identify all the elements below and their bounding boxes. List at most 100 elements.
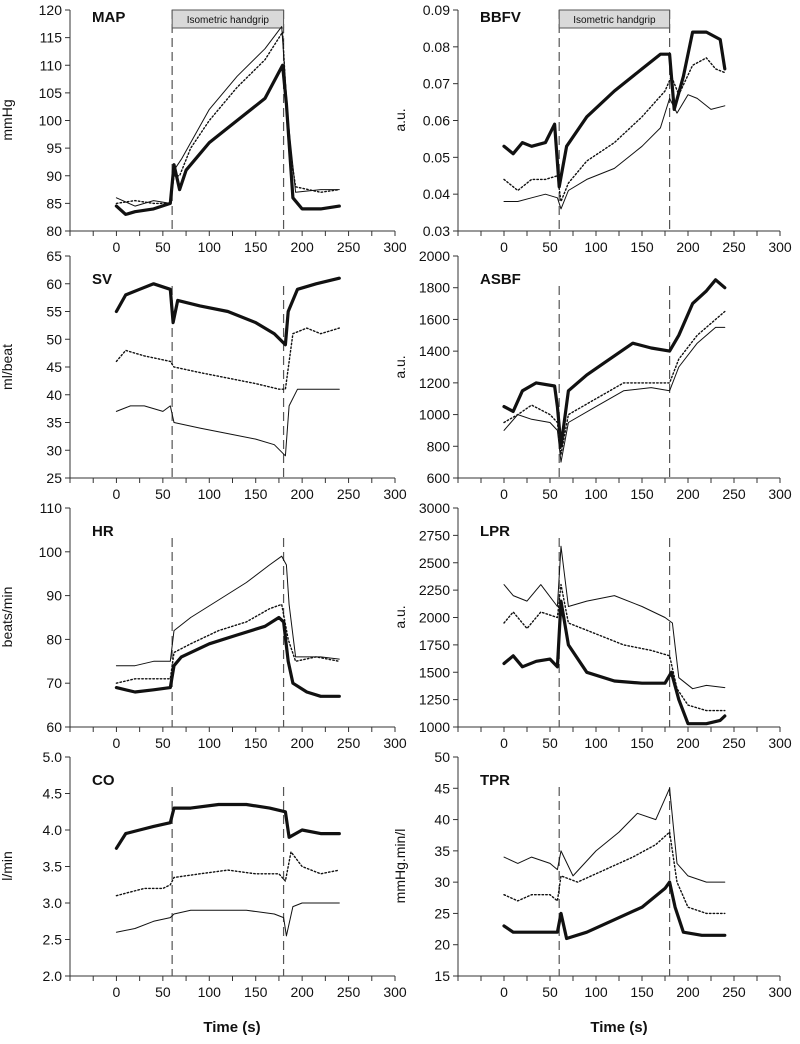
x-tick-label: 150 — [630, 984, 654, 1000]
y-tick-label: 0.05 — [423, 149, 450, 165]
y-axis-label: ml/beat — [0, 344, 15, 390]
y-tick-label: 40 — [46, 387, 62, 403]
panel-title: MAP — [92, 9, 125, 26]
x-tick-label: 250 — [337, 735, 361, 751]
y-tick-label: 2000 — [419, 248, 450, 264]
panel-title: CO — [92, 772, 115, 789]
series-line-dotted — [503, 583, 726, 712]
x-tick-label: 100 — [198, 735, 222, 751]
y-tick-label: 3.5 — [43, 859, 63, 875]
y-tick-label: 60 — [46, 276, 62, 292]
y-tick-label: 40 — [434, 812, 450, 828]
series-line-thin — [115, 388, 340, 457]
series-line-thin — [503, 94, 726, 210]
x-tick-label: 250 — [337, 984, 361, 1000]
x-tick-label: 50 — [155, 486, 171, 502]
y-tick-label: 0.04 — [423, 186, 450, 202]
x-tick-label: 150 — [244, 735, 268, 751]
x-tick-label: 0 — [500, 486, 508, 502]
y-tick-label: 120 — [39, 2, 63, 18]
y-tick-label: 1600 — [419, 311, 450, 327]
y-tick-label: 4.0 — [43, 822, 63, 838]
y-tick-label: 0.03 — [423, 223, 450, 239]
x-tick-label: 0 — [500, 735, 508, 751]
panel-tpr: 15 20 25 30 35 40 45 50 0 50 100 150 200 250 300 mmHg.m… — [392, 749, 792, 1000]
series-line-thin — [503, 787, 726, 883]
series-line-dotted — [115, 851, 340, 897]
series-line-thick — [114, 276, 341, 347]
y-tick-label: 65 — [46, 248, 62, 264]
y-tick-label: 1400 — [419, 343, 450, 359]
y-tick-label: 90 — [46, 588, 62, 604]
y-axis-label: a.u. — [392, 605, 408, 628]
y-axis-label: beats/min — [0, 587, 15, 648]
x-tick-label: 150 — [630, 239, 654, 255]
series-line-thick — [502, 599, 727, 726]
x-tick-label: 300 — [383, 984, 407, 1000]
y-tick-label: 35 — [46, 415, 62, 431]
y-tick-label: 95 — [46, 140, 62, 156]
y-tick-label: 3.0 — [43, 895, 63, 911]
y-tick-label: 85 — [46, 195, 62, 211]
y-tick-label: 1000 — [419, 407, 450, 423]
x-tick-label: 150 — [630, 486, 654, 502]
series-line-dotted — [115, 31, 340, 205]
x-tick-label: 250 — [337, 486, 361, 502]
x-tick-label: 100 — [584, 984, 608, 1000]
x-tick-label: 0 — [113, 735, 121, 751]
series-line-thick — [502, 278, 727, 448]
y-tick-label: 100 — [39, 113, 63, 129]
x-tick-label: 50 — [155, 239, 171, 255]
y-axis-label: l/min — [0, 851, 15, 881]
x-tick-label: 100 — [584, 239, 608, 255]
x-tick-label: 200 — [676, 735, 700, 751]
panel-sv: 25 30 35 40 45 50 55 60 65 0 50 100 150 200 250 300 ml/b… — [0, 248, 407, 502]
x-tick-label: 50 — [542, 735, 558, 751]
x-tick-label: 100 — [584, 735, 608, 751]
series-line-dotted — [115, 327, 340, 390]
y-tick-label: 105 — [39, 85, 63, 101]
y-axis-label: a.u. — [392, 355, 408, 378]
panel-hr: 60 70 80 90 100 110 0 50 100 150 200 250 300 beats/mi… — [0, 500, 407, 751]
panel-co: 2.0 2.5 3.0 3.5 4.0 4.5 5.0 0 50 100 150 200 250 300 l… — [0, 749, 407, 1000]
panel-title: TPR — [480, 772, 510, 789]
x-tick-label: 200 — [290, 984, 314, 1000]
x-tick-label: 100 — [198, 486, 222, 502]
series-line-dotted — [503, 57, 726, 203]
y-tick-label: 25 — [434, 905, 450, 921]
y-tick-label: 2750 — [419, 527, 450, 543]
x-tick-label: 200 — [290, 239, 314, 255]
y-tick-label: 80 — [46, 631, 62, 647]
y-tick-label: 600 — [427, 470, 451, 486]
x-tick-label: 300 — [768, 239, 792, 255]
y-tick-label: 2250 — [419, 582, 450, 598]
x-tick-label: 50 — [542, 984, 558, 1000]
x-tick-label: 0 — [113, 239, 121, 255]
x-tick-label: 100 — [198, 239, 222, 255]
x-tick-label: 50 — [155, 735, 171, 751]
y-tick-label: 1250 — [419, 692, 450, 708]
y-tick-label: 1800 — [419, 280, 450, 296]
series-line-thick — [114, 802, 341, 850]
y-tick-label: 35 — [434, 843, 450, 859]
x-tick-label: 200 — [676, 984, 700, 1000]
y-tick-label: 30 — [46, 442, 62, 458]
annotation-box — [558, 9, 671, 29]
y-tick-label: 60 — [46, 719, 62, 735]
panel-title: LPR — [480, 523, 510, 540]
x-tick-label: 0 — [113, 486, 121, 502]
annotation-label: Isometric handgrip — [573, 15, 656, 26]
annotation-label: Isometric handgrip — [187, 15, 270, 26]
panel-title: HR — [92, 523, 114, 540]
y-axis-label: a.u. — [392, 108, 408, 131]
x-tick-label: 200 — [676, 239, 700, 255]
x-tick-label: 150 — [244, 239, 268, 255]
x-tick-label: 250 — [722, 486, 746, 502]
x-tick-label: 250 — [722, 735, 746, 751]
x-tick-label: 300 — [383, 735, 407, 751]
x-tick-label: 200 — [676, 486, 700, 502]
series-line-thin — [115, 26, 340, 207]
y-tick-label: 800 — [427, 438, 451, 454]
x-tick-label: 0 — [113, 984, 121, 1000]
